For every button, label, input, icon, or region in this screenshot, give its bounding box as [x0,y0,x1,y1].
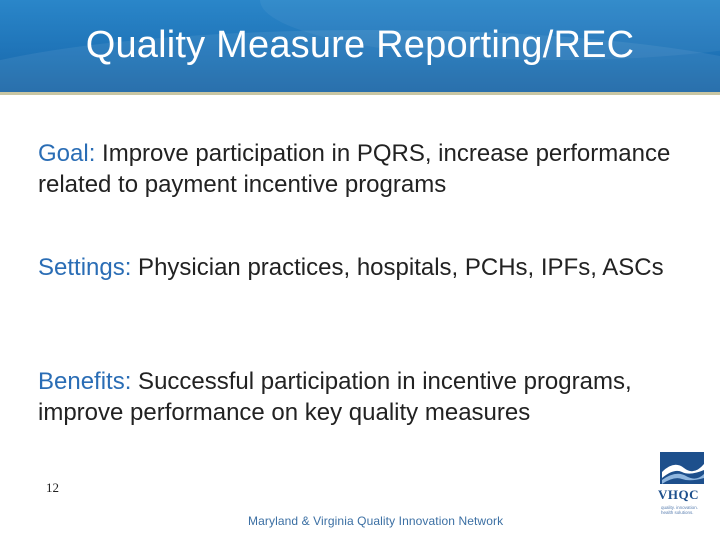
banner-divider [0,92,720,95]
goal-text: Improve participation in PQRS, increase … [38,140,671,198]
logo-tagline: quality. innovation. health solutions. [661,505,698,515]
vhqc-logo-icon [660,452,704,484]
goal-paragraph: Goal: Improve participation in PQRS, inc… [38,138,678,200]
footer-network-name: Maryland & Virginia Quality Innovation N… [248,514,504,528]
title-banner: Quality Measure Reporting/REC [0,0,720,92]
settings-paragraph: Settings: Physician practices, hospitals… [38,252,664,283]
slide-title: Quality Measure Reporting/REC [85,24,635,66]
goal-label: Goal: [38,140,96,167]
settings-text: Physician practices, hospitals, PCHs, IP… [131,254,664,281]
benefits-text: Successful participation in incentive pr… [38,368,632,426]
benefits-label: Benefits: [38,368,132,395]
logo-name: VHQC [658,487,699,502]
settings-label: Settings: [38,254,132,281]
slide-number: 12 [46,480,59,495]
benefits-paragraph: Benefits: Successful participation in in… [38,366,678,428]
